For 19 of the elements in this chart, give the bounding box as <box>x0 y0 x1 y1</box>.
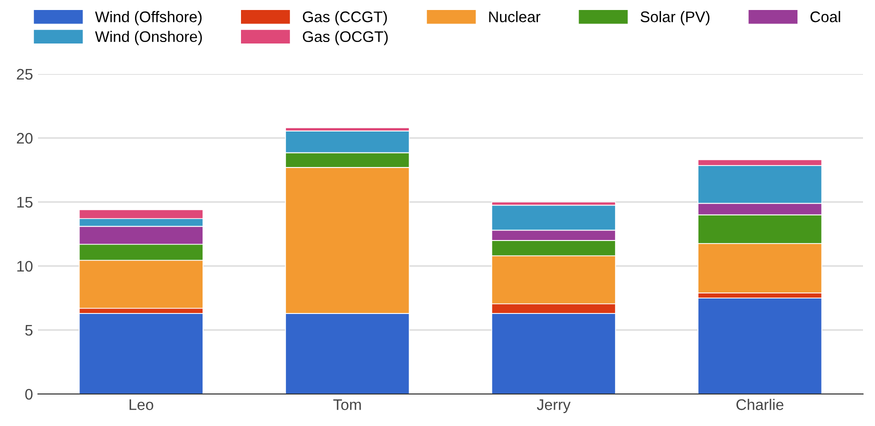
legend-label: Nuclear <box>489 11 540 22</box>
bar <box>78 312 204 394</box>
y-tick-label: 0 <box>25 388 33 400</box>
x-tick-label: Tom <box>333 399 361 410</box>
legend-label: Coal <box>810 11 840 22</box>
legend-label: Wind (Onshore) <box>95 30 202 46</box>
y-tick-label: 20 <box>16 132 33 144</box>
x-tick-label: Charlie <box>736 398 784 410</box>
y-tick-label: 15 <box>17 197 32 208</box>
y-tick-label: 5 <box>25 325 32 336</box>
y-tick-label: 25 <box>16 68 32 80</box>
x-tick-label: Jerry <box>536 399 571 414</box>
y-tick-label: 10 <box>17 260 33 272</box>
legend-label: Wind (Offshore) <box>95 11 202 26</box>
legend-label: Gas (CCGT) <box>302 11 387 26</box>
x-tick-label: Leo <box>130 399 154 410</box>
legend-label: Gas (OCGT) <box>302 30 388 46</box>
legend-label: Solar (PV) <box>640 11 710 26</box>
bar <box>698 298 822 394</box>
